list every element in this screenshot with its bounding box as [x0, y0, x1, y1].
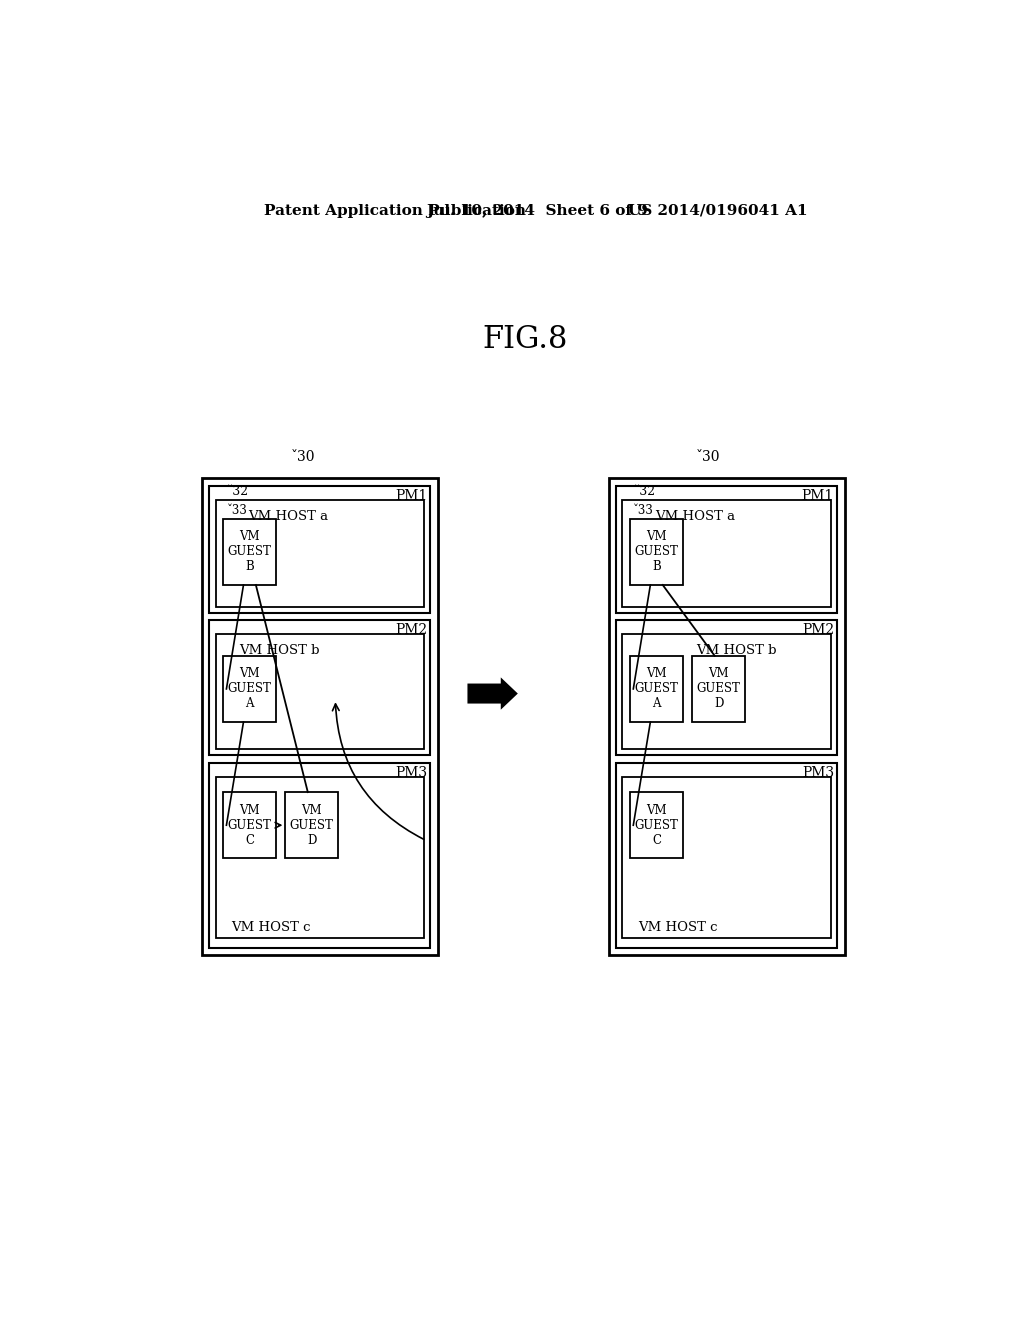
Text: VM HOST a: VM HOST a — [248, 511, 329, 523]
Bar — [286, 792, 338, 858]
Text: ˇ32: ˇ32 — [227, 484, 249, 498]
Text: ˇ30: ˇ30 — [291, 450, 315, 465]
Bar — [216, 499, 424, 607]
Text: VM HOST b: VM HOST b — [696, 644, 776, 656]
Text: VM
GUEST
D: VM GUEST D — [290, 804, 334, 846]
Text: VM
GUEST
C: VM GUEST C — [635, 804, 679, 846]
FancyArrow shape — [467, 677, 518, 710]
Text: PM2: PM2 — [802, 623, 834, 638]
Bar — [630, 792, 683, 858]
Text: PM3: PM3 — [395, 766, 427, 780]
Text: VM
GUEST
B: VM GUEST B — [635, 531, 679, 573]
Bar — [209, 486, 430, 612]
Text: PM2: PM2 — [395, 623, 427, 638]
Text: VM HOST c: VM HOST c — [231, 921, 310, 933]
Bar — [209, 620, 430, 755]
Bar — [623, 635, 830, 748]
Text: ˇ32: ˇ32 — [634, 484, 656, 498]
Text: Jul. 10, 2014  Sheet 6 of 9: Jul. 10, 2014 Sheet 6 of 9 — [426, 203, 648, 218]
Bar — [616, 486, 838, 612]
Text: ˇ33: ˇ33 — [633, 504, 654, 517]
Bar — [692, 656, 744, 722]
Bar — [216, 635, 424, 748]
Bar — [223, 792, 276, 858]
Bar — [616, 620, 838, 755]
Text: ˇ33: ˇ33 — [226, 504, 248, 517]
Text: PM1: PM1 — [395, 488, 427, 503]
Bar — [623, 499, 830, 607]
Bar — [209, 763, 430, 948]
Text: VM
GUEST
A: VM GUEST A — [635, 668, 679, 710]
Text: VM
GUEST
A: VM GUEST A — [227, 668, 271, 710]
Bar — [616, 763, 838, 948]
Text: VM HOST c: VM HOST c — [638, 921, 718, 933]
Bar — [202, 478, 438, 956]
Bar — [608, 478, 845, 956]
Text: VM
GUEST
B: VM GUEST B — [227, 531, 271, 573]
Text: VM HOST a: VM HOST a — [655, 511, 735, 523]
Bar — [623, 776, 830, 939]
Bar — [630, 656, 683, 722]
Text: ˇ30: ˇ30 — [696, 450, 721, 465]
Text: VM HOST b: VM HOST b — [239, 644, 319, 656]
Text: US 2014/0196041 A1: US 2014/0196041 A1 — [628, 203, 808, 218]
Text: PM1: PM1 — [802, 488, 834, 503]
Text: PM3: PM3 — [802, 766, 834, 780]
FancyArrowPatch shape — [333, 704, 424, 840]
Text: VM
GUEST
D: VM GUEST D — [696, 668, 740, 710]
Text: VM
GUEST
C: VM GUEST C — [227, 804, 271, 846]
Bar — [223, 656, 276, 722]
Text: FIG.8: FIG.8 — [482, 323, 567, 355]
Bar — [216, 776, 424, 939]
Bar — [223, 519, 276, 585]
Text: Patent Application Publication: Patent Application Publication — [263, 203, 525, 218]
Bar — [630, 519, 683, 585]
